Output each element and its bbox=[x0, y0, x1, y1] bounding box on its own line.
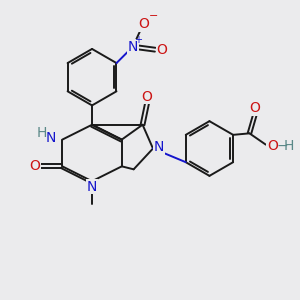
Text: O: O bbox=[267, 139, 278, 153]
Text: N: N bbox=[128, 40, 138, 54]
Text: N: N bbox=[154, 140, 164, 154]
Text: N: N bbox=[87, 180, 97, 194]
Text: −: − bbox=[276, 139, 288, 153]
Text: O: O bbox=[156, 43, 167, 57]
Text: H: H bbox=[284, 139, 294, 153]
Text: O: O bbox=[29, 159, 40, 173]
Text: O: O bbox=[138, 17, 149, 32]
Text: N: N bbox=[46, 131, 56, 145]
Text: H: H bbox=[36, 126, 47, 140]
Text: +: + bbox=[134, 35, 142, 45]
Text: O: O bbox=[249, 101, 260, 116]
Text: O: O bbox=[142, 90, 152, 104]
Text: −: − bbox=[148, 11, 158, 21]
